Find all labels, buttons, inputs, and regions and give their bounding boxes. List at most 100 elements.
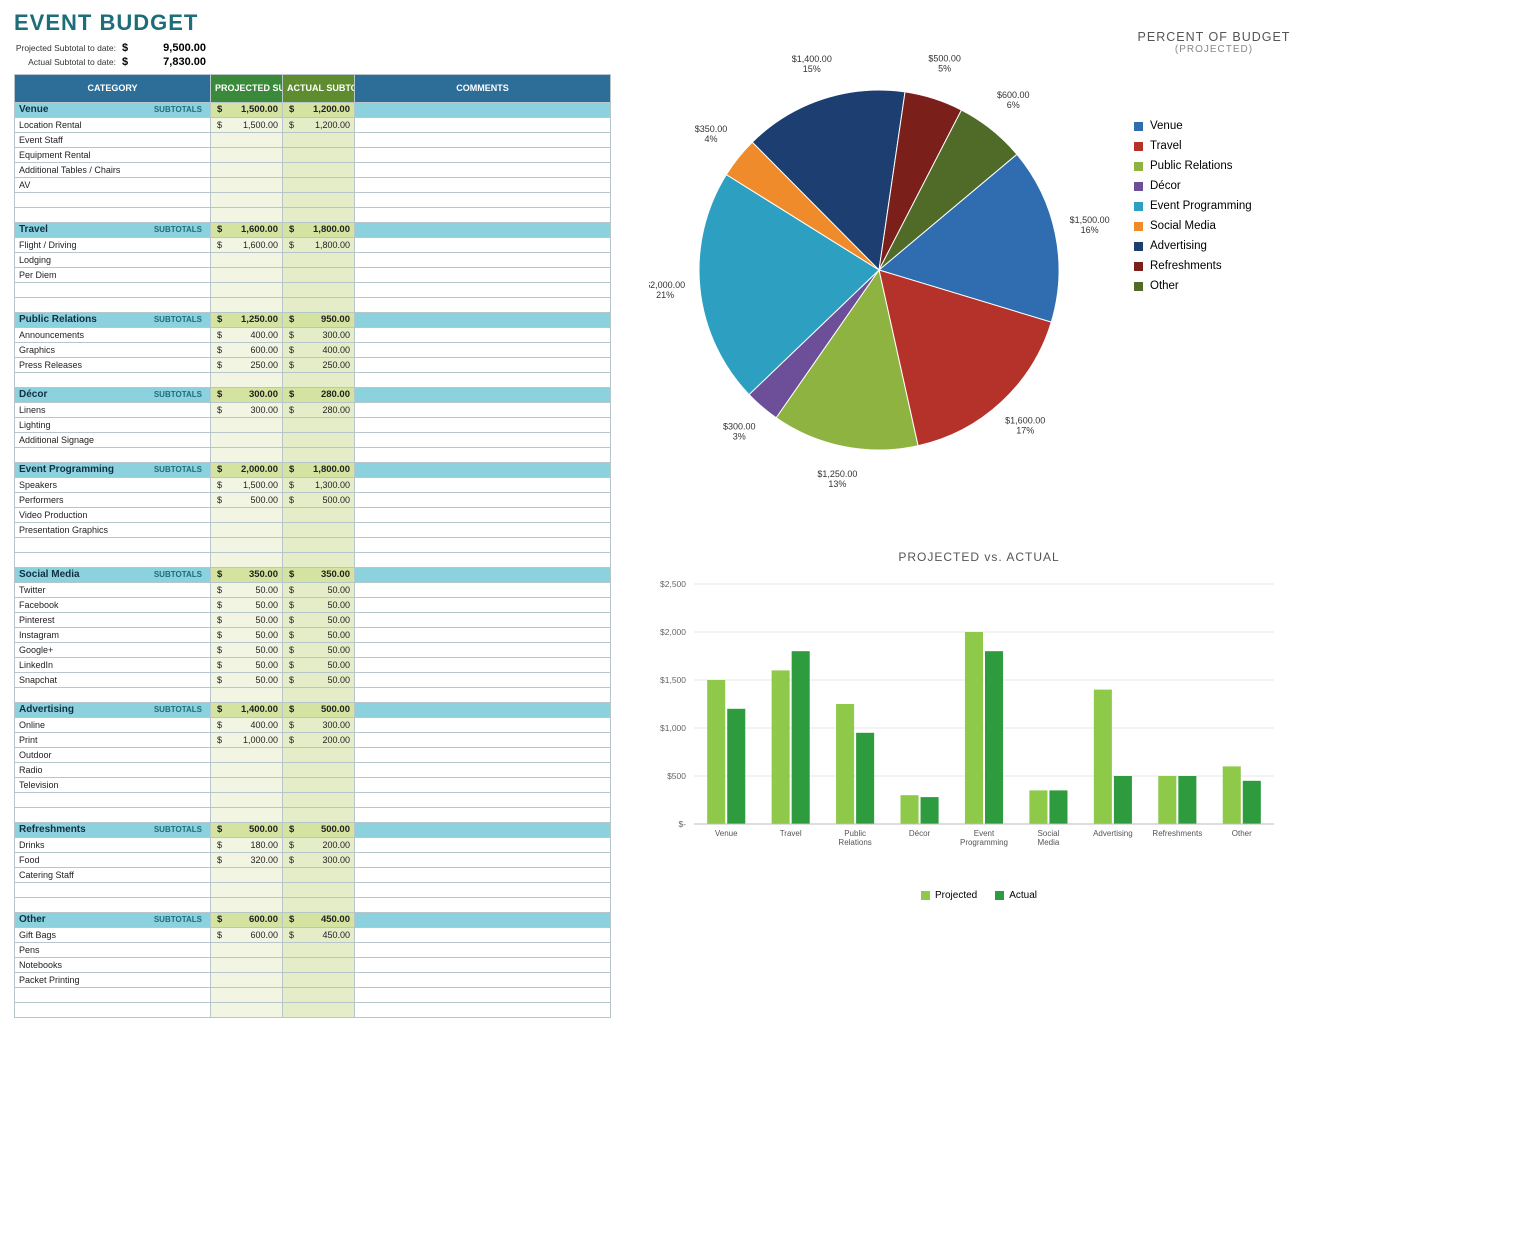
- item-comment[interactable]: [355, 958, 611, 973]
- item-actual[interactable]: $1,300.00: [283, 478, 355, 493]
- item-comment[interactable]: [355, 133, 611, 148]
- item-projected[interactable]: [211, 433, 283, 448]
- item-comment[interactable]: [355, 268, 611, 283]
- item-comment[interactable]: [355, 523, 611, 538]
- item-actual[interactable]: [283, 778, 355, 793]
- item-actual[interactable]: [283, 868, 355, 883]
- item-projected[interactable]: [211, 868, 283, 883]
- item-actual[interactable]: $1,800.00: [283, 238, 355, 253]
- item-actual[interactable]: [283, 748, 355, 763]
- item-comment[interactable]: [355, 868, 611, 883]
- item-projected[interactable]: $300.00: [211, 403, 283, 418]
- item-projected[interactable]: $1,600.00: [211, 238, 283, 253]
- item-projected[interactable]: $50.00: [211, 658, 283, 673]
- item-projected[interactable]: $1,500.00: [211, 118, 283, 133]
- item-actual[interactable]: $450.00: [283, 928, 355, 943]
- item-projected[interactable]: $500.00: [211, 493, 283, 508]
- item-actual[interactable]: $300.00: [283, 853, 355, 868]
- item-projected[interactable]: [211, 178, 283, 193]
- item-projected[interactable]: [211, 973, 283, 988]
- item-comment[interactable]: [355, 433, 611, 448]
- item-projected[interactable]: [211, 418, 283, 433]
- item-projected[interactable]: [211, 943, 283, 958]
- item-projected[interactable]: [211, 763, 283, 778]
- item-actual[interactable]: $400.00: [283, 343, 355, 358]
- item-projected[interactable]: [211, 958, 283, 973]
- item-comment[interactable]: [355, 328, 611, 343]
- item-projected[interactable]: $320.00: [211, 853, 283, 868]
- item-actual[interactable]: $50.00: [283, 658, 355, 673]
- item-projected[interactable]: $50.00: [211, 643, 283, 658]
- item-comment[interactable]: [355, 778, 611, 793]
- item-comment[interactable]: [355, 238, 611, 253]
- item-projected[interactable]: $600.00: [211, 343, 283, 358]
- item-projected[interactable]: [211, 268, 283, 283]
- item-projected[interactable]: [211, 133, 283, 148]
- item-actual[interactable]: [283, 763, 355, 778]
- item-comment[interactable]: [355, 403, 611, 418]
- item-actual[interactable]: [283, 523, 355, 538]
- item-actual[interactable]: $280.00: [283, 403, 355, 418]
- item-actual[interactable]: [283, 508, 355, 523]
- item-comment[interactable]: [355, 253, 611, 268]
- item-actual[interactable]: [283, 943, 355, 958]
- item-projected[interactable]: [211, 523, 283, 538]
- item-comment[interactable]: [355, 748, 611, 763]
- item-comment[interactable]: [355, 343, 611, 358]
- item-comment[interactable]: [355, 178, 611, 193]
- item-comment[interactable]: [355, 148, 611, 163]
- item-actual[interactable]: $250.00: [283, 358, 355, 373]
- item-projected[interactable]: $1,500.00: [211, 478, 283, 493]
- item-projected[interactable]: $50.00: [211, 613, 283, 628]
- item-comment[interactable]: [355, 838, 611, 853]
- item-comment[interactable]: [355, 973, 611, 988]
- item-projected[interactable]: [211, 748, 283, 763]
- item-actual[interactable]: [283, 973, 355, 988]
- item-comment[interactable]: [355, 508, 611, 523]
- item-actual[interactable]: $200.00: [283, 733, 355, 748]
- item-projected[interactable]: [211, 508, 283, 523]
- item-actual[interactable]: $300.00: [283, 328, 355, 343]
- item-projected[interactable]: $400.00: [211, 328, 283, 343]
- item-comment[interactable]: [355, 628, 611, 643]
- item-actual[interactable]: [283, 958, 355, 973]
- item-comment[interactable]: [355, 598, 611, 613]
- item-comment[interactable]: [355, 418, 611, 433]
- item-actual[interactable]: $50.00: [283, 598, 355, 613]
- item-comment[interactable]: [355, 673, 611, 688]
- item-actual[interactable]: [283, 178, 355, 193]
- item-projected[interactable]: [211, 778, 283, 793]
- item-actual[interactable]: $200.00: [283, 838, 355, 853]
- item-actual[interactable]: [283, 253, 355, 268]
- item-actual[interactable]: $50.00: [283, 583, 355, 598]
- item-actual[interactable]: $300.00: [283, 718, 355, 733]
- item-comment[interactable]: [355, 943, 611, 958]
- item-comment[interactable]: [355, 583, 611, 598]
- item-comment[interactable]: [355, 118, 611, 133]
- item-comment[interactable]: [355, 613, 611, 628]
- item-actual[interactable]: $500.00: [283, 493, 355, 508]
- item-projected[interactable]: $400.00: [211, 718, 283, 733]
- item-comment[interactable]: [355, 733, 611, 748]
- item-projected[interactable]: $180.00: [211, 838, 283, 853]
- item-actual[interactable]: [283, 418, 355, 433]
- item-projected[interactable]: $50.00: [211, 673, 283, 688]
- item-comment[interactable]: [355, 853, 611, 868]
- item-comment[interactable]: [355, 163, 611, 178]
- item-comment[interactable]: [355, 643, 611, 658]
- item-projected[interactable]: $1,000.00: [211, 733, 283, 748]
- item-actual[interactable]: $50.00: [283, 643, 355, 658]
- item-actual[interactable]: [283, 268, 355, 283]
- item-projected[interactable]: $50.00: [211, 583, 283, 598]
- item-actual[interactable]: $50.00: [283, 673, 355, 688]
- item-actual[interactable]: $50.00: [283, 613, 355, 628]
- item-actual[interactable]: [283, 163, 355, 178]
- item-projected[interactable]: [211, 148, 283, 163]
- item-comment[interactable]: [355, 763, 611, 778]
- item-actual[interactable]: [283, 148, 355, 163]
- item-comment[interactable]: [355, 358, 611, 373]
- item-projected[interactable]: $50.00: [211, 598, 283, 613]
- item-actual[interactable]: $50.00: [283, 628, 355, 643]
- item-actual[interactable]: [283, 133, 355, 148]
- item-comment[interactable]: [355, 478, 611, 493]
